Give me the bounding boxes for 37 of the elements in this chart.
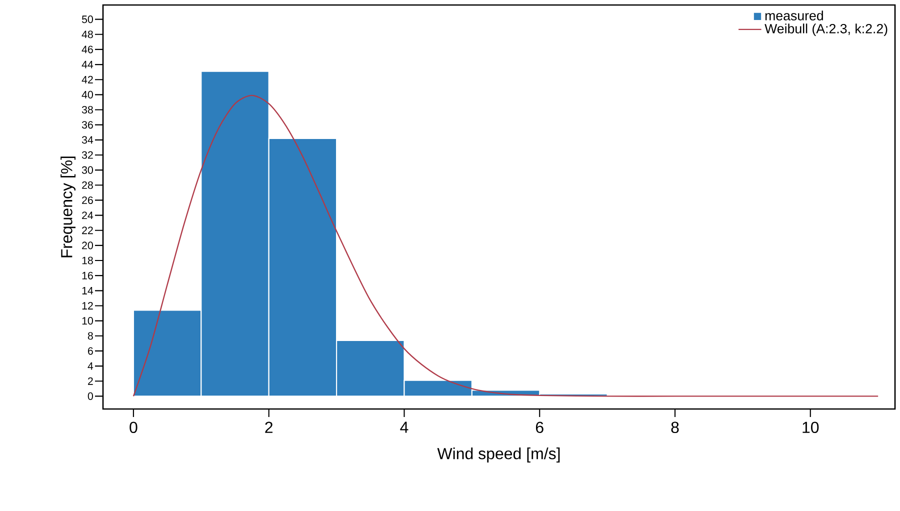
legend-label: measured — [765, 10, 823, 20]
y-tick-label: 18 — [82, 256, 93, 264]
y-tick-label: 50 — [82, 16, 93, 24]
y-tick-label: 24 — [82, 212, 94, 220]
y-tick-label: 0 — [88, 392, 93, 400]
x-tick-label: 2 — [265, 422, 272, 433]
x-tick-label: 4 — [400, 422, 408, 433]
y-tick-label: 16 — [82, 272, 93, 280]
y-tick-label: 4 — [88, 362, 94, 370]
y-tick-label: 46 — [82, 46, 93, 54]
y-tick-label: 14 — [82, 286, 94, 294]
y-tick-label: 26 — [82, 196, 93, 204]
y-tick-label: 36 — [82, 121, 93, 129]
y-tick-label: 12 — [82, 302, 93, 310]
x-tick-label: 6 — [536, 422, 544, 434]
y-tick-label: 6 — [88, 347, 93, 355]
y-tick-label: 28 — [82, 181, 93, 189]
line-series — [132, 94, 879, 397]
y-axis-title: Frequency [%] — [60, 156, 76, 258]
legend-label: Weibull (A:2.3, k:2.2) — [764, 24, 888, 36]
x-tick-label: 0 — [130, 422, 138, 434]
y-tick-label: 22 — [82, 226, 93, 234]
y-tick-label: 2 — [88, 377, 93, 385]
y-tick-label: 32 — [82, 151, 93, 159]
y-tick-label: 44 — [82, 60, 94, 68]
x-tick-label: 10 — [802, 422, 819, 434]
y-tick-label: 20 — [82, 242, 93, 250]
y-tick-label: 42 — [82, 76, 93, 84]
y-tick-label: 38 — [82, 106, 93, 114]
x-axis-title: Wind speed [m/s] — [437, 448, 560, 462]
y-tick-label: 8 — [88, 332, 93, 340]
y-tick-label: 34 — [82, 136, 94, 144]
x-tick-label: 8 — [671, 422, 679, 434]
y-tick-label: 40 — [82, 90, 93, 98]
y-tick-label: 30 — [82, 166, 93, 174]
y-tick-label: 10 — [82, 317, 93, 325]
y-tick-label: 48 — [82, 30, 93, 38]
